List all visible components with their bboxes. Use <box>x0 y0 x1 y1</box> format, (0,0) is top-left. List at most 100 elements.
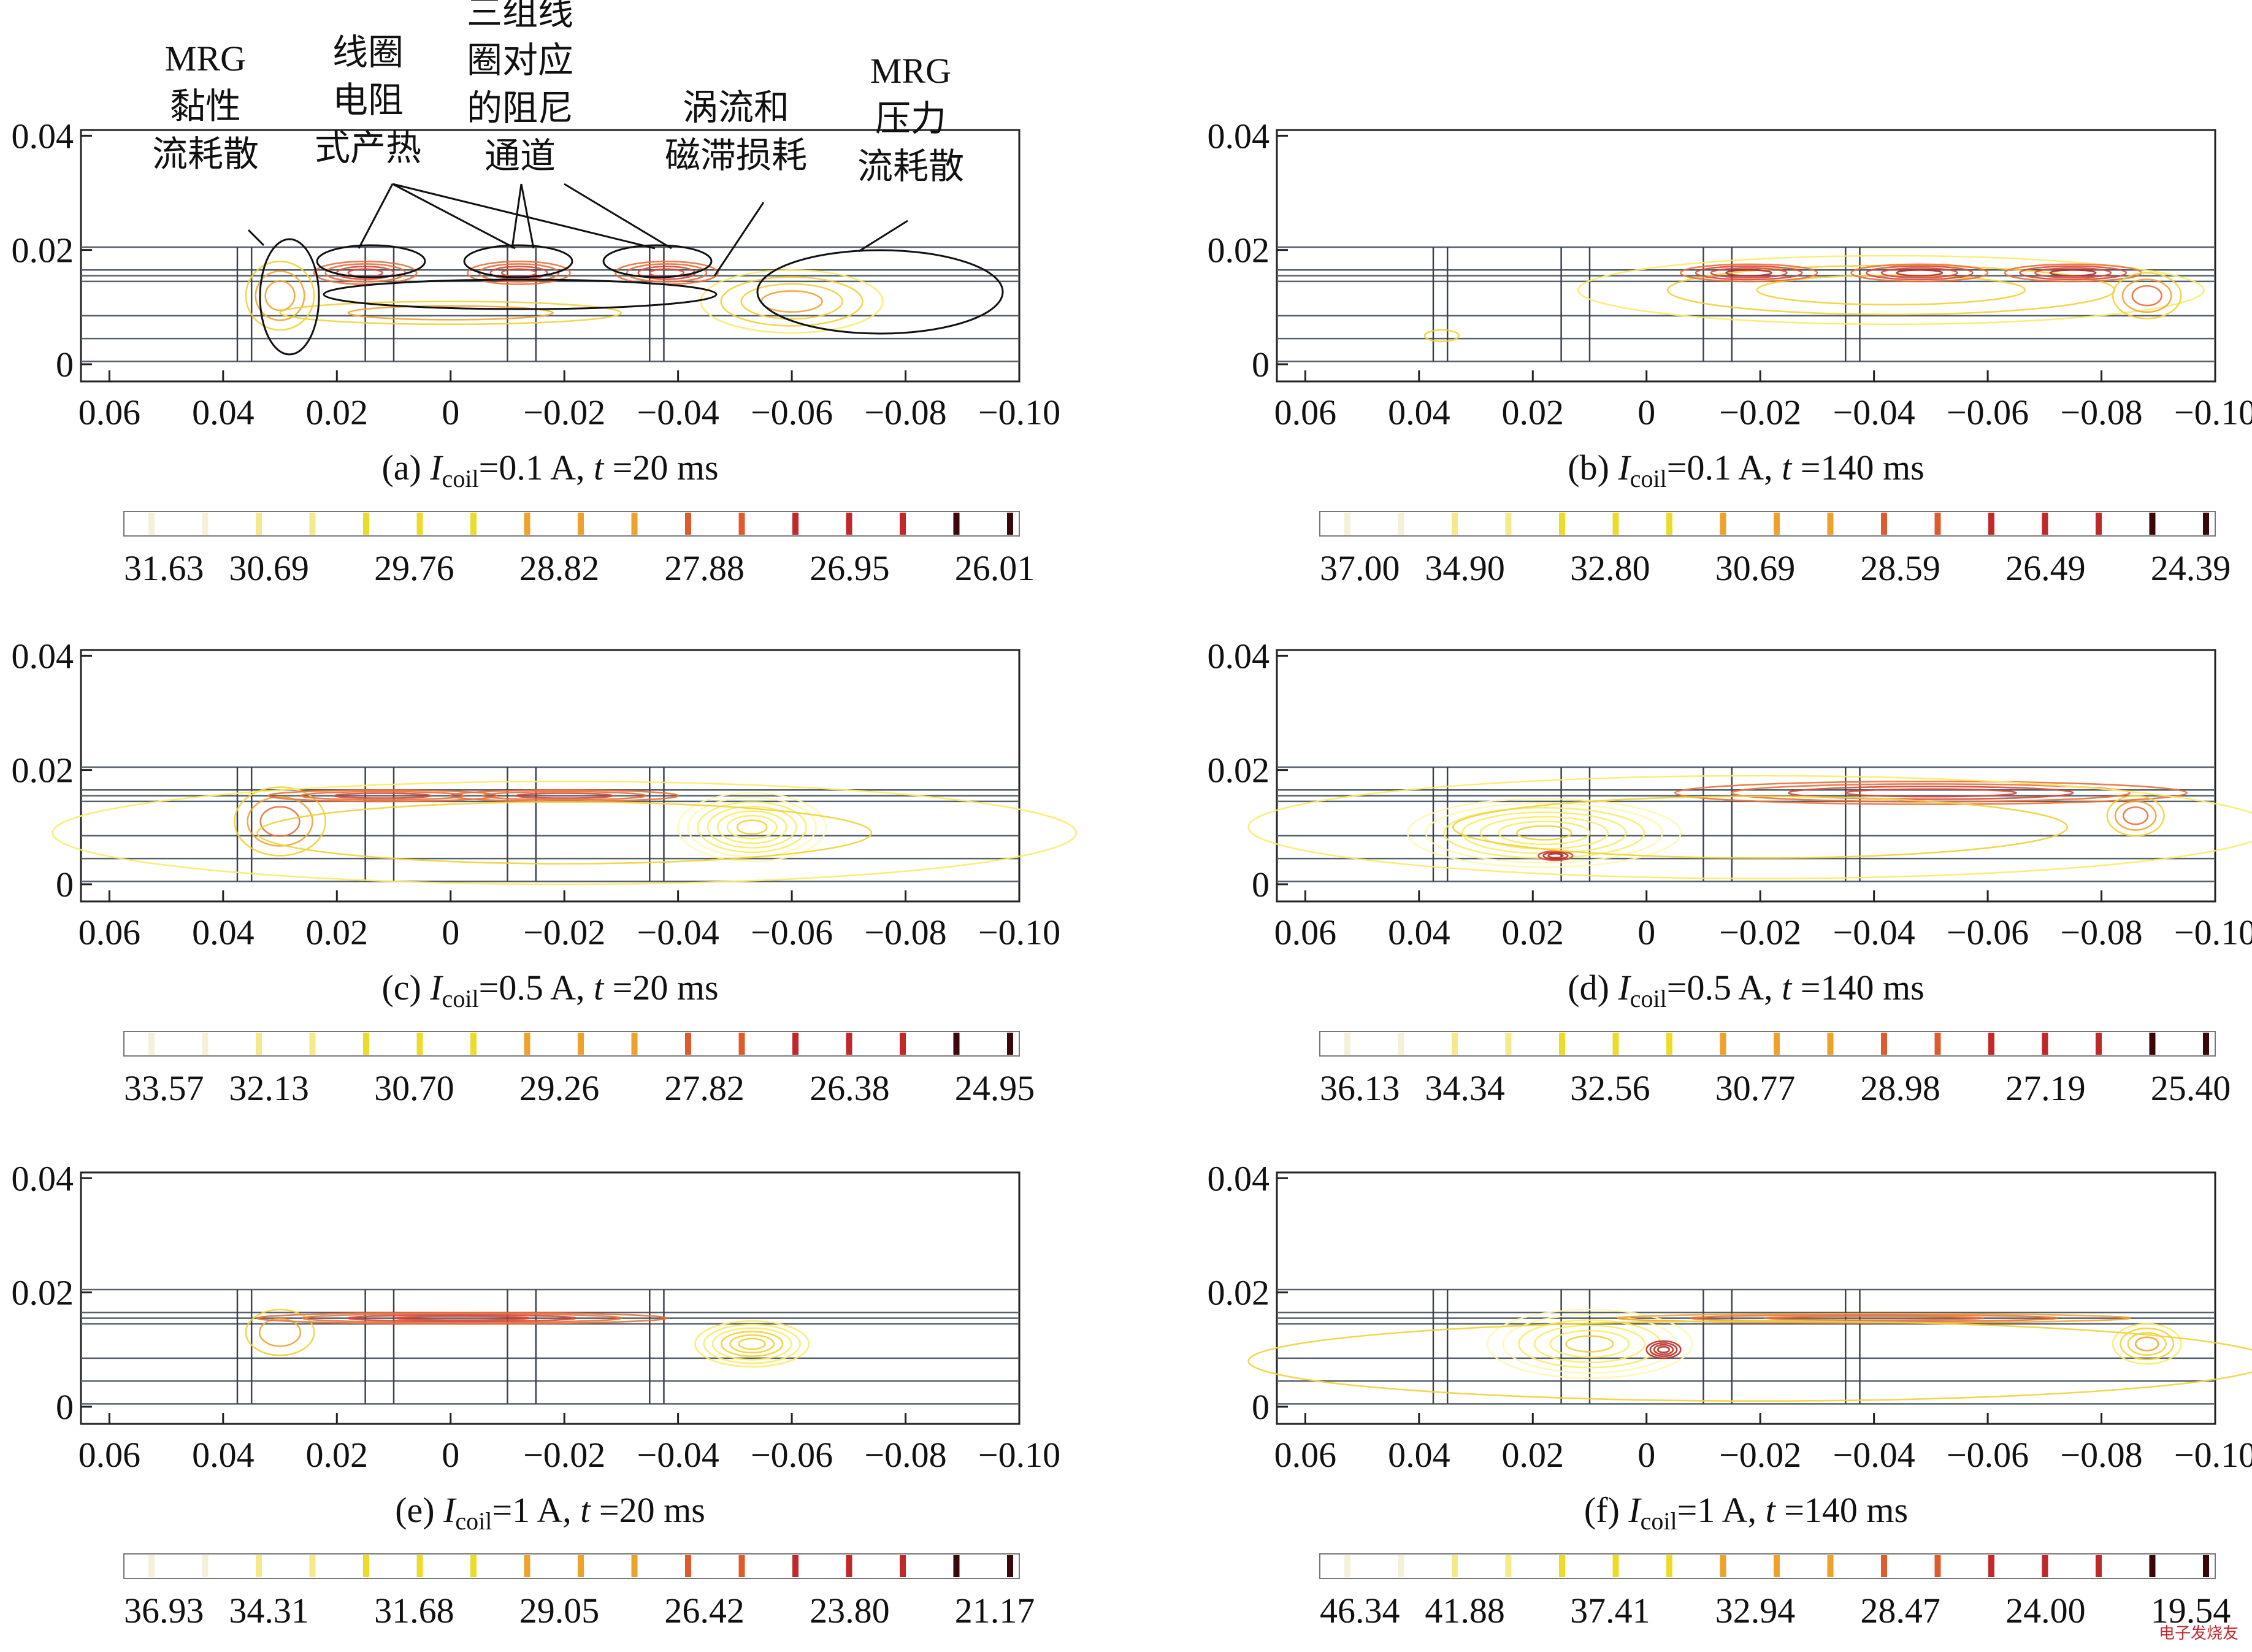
colorbar-swatch <box>2096 1033 2102 1055</box>
panel-caption: (c) Icoil=0.5 A, t =20 ms <box>381 968 718 1012</box>
contour-line <box>700 269 884 334</box>
colorbar-swatch <box>470 513 477 535</box>
plot-frame <box>80 1171 1021 1425</box>
colorbar-swatch <box>738 513 745 535</box>
panel-caption: (e) Icoil=1 A, t =20 ms <box>395 1490 705 1535</box>
contour-line <box>703 1323 801 1364</box>
contour-line <box>1725 269 1773 277</box>
chart-panel-b: 0 0.02 0.04 0.06 0.04 0.02 0 −0.02 −0.04 −0.06 −0.… <box>1208 116 2252 588</box>
callout-ellipse <box>323 278 718 310</box>
colorbar-label: 31.68 <box>374 1591 454 1631</box>
colorbar-swatch <box>1720 1555 1726 1577</box>
y-tick-label: 0 <box>56 345 74 384</box>
colorbar-swatch <box>792 513 799 535</box>
colorbar-swatch <box>2042 1033 2048 1055</box>
colorbar-swatch <box>1559 1555 1565 1577</box>
x-tick-label: 0.06 <box>1274 1435 1337 1475</box>
colorbar-label: 26.01 <box>955 548 1035 588</box>
colorbar-label: 30.70 <box>374 1068 454 1108</box>
colorbar-swatch <box>1988 1033 1994 1055</box>
x-tick-label: 0 <box>442 392 459 432</box>
colorbar-swatch <box>524 513 530 535</box>
colorbar-swatch <box>1559 513 1565 535</box>
x-tick-label: −0.10 <box>2174 912 2252 952</box>
colorbar-swatch <box>900 513 906 535</box>
colorbar-frame <box>1319 1031 2216 1057</box>
colorbar-swatch <box>309 1555 316 1577</box>
x-tick-label: 0 <box>1637 1435 1655 1475</box>
contour-line <box>255 270 305 321</box>
colorbar-frame <box>123 511 1020 537</box>
x-tick-label: −0.02 <box>523 392 605 432</box>
contour-line <box>1538 850 1574 862</box>
panel-caption: (b) Icoil=0.1 A, t =140 ms <box>1568 448 1924 492</box>
colorbar-swatch <box>470 1033 477 1055</box>
colorbar-swatch <box>524 1555 530 1577</box>
colorbar-swatch <box>256 1555 262 1577</box>
contour-line <box>1486 1309 1693 1379</box>
colorbar-swatch <box>900 1033 906 1055</box>
contour-line <box>626 263 708 283</box>
annotation-label: MRG 黏性流耗散 <box>152 39 259 175</box>
contour-line <box>1680 263 1818 283</box>
callout-ellipse <box>756 249 1004 335</box>
colorbar-label: 36.13 <box>1320 1068 1400 1108</box>
annotation-label: MRG 压力流耗散 <box>857 51 964 187</box>
contour-line <box>760 290 823 313</box>
chart-panel-d: 0 0.02 0.04 0.06 0.04 0.02 0 −0.02 −0.04 −0.06 −0.… <box>1208 636 2252 1108</box>
contour-line <box>347 1314 577 1323</box>
x-tick-label: −0.10 <box>978 1435 1060 1475</box>
colorbar-swatch <box>1505 1033 1512 1055</box>
colorbar-swatch <box>1774 513 1780 535</box>
contour-line <box>302 1313 622 1324</box>
leader-line <box>520 183 535 249</box>
plot-frame <box>80 649 1021 903</box>
contour-line <box>729 1334 775 1354</box>
x-tick-label: −0.06 <box>751 912 833 952</box>
colorbar-swatch <box>2149 513 2156 535</box>
colorbar-swatch <box>631 513 638 535</box>
colorbar-swatch <box>578 1033 584 1055</box>
colorbar-swatch <box>256 513 262 535</box>
x-tick-label: −0.08 <box>2060 912 2142 952</box>
contour-line <box>256 1311 668 1325</box>
contour-line <box>515 792 614 799</box>
colorbar-label: 37.00 <box>1320 548 1400 588</box>
contour-line <box>1850 263 1989 283</box>
colorbar-label: 46.34 <box>1320 1591 1400 1631</box>
y-tick-label: 0 <box>1252 1387 1270 1427</box>
colorbar-label: 24.95 <box>955 1068 1035 1108</box>
x-tick-label: −0.08 <box>2060 1435 2142 1475</box>
colorbar-label: 37.41 <box>1570 1591 1650 1631</box>
colorbar-swatch <box>792 1555 799 1577</box>
leader-line <box>247 229 265 247</box>
colorbar-swatch <box>1398 513 1404 535</box>
callout-ellipse <box>259 238 320 356</box>
contour-line <box>1666 264 2116 316</box>
contour-line <box>482 790 646 801</box>
colorbar-swatch <box>1612 513 1619 535</box>
x-tick-label: 0.02 <box>1502 392 1565 432</box>
colorbar-label: 27.82 <box>664 1068 745 1108</box>
x-tick-label: 0.04 <box>192 912 255 952</box>
contour-line <box>2123 806 2149 825</box>
colorbar-swatch <box>148 1033 155 1055</box>
contour-line <box>694 1320 810 1368</box>
x-tick-label: 0.04 <box>192 392 255 432</box>
x-tick-label: 0.06 <box>79 1435 141 1475</box>
chart-panel-a: 0 0.02 0.04 0.06 0.04 0.02 0 −0.02 −0.04 −0.06 −0.… <box>12 116 1061 588</box>
plot-frame <box>1276 1171 2216 1425</box>
colorbar-swatch <box>1934 1033 1941 1055</box>
contour-line <box>1461 811 1627 855</box>
colorbar-label: 28.47 <box>1860 1591 1940 1631</box>
colorbar-swatch <box>953 1033 960 1055</box>
colorbar-label: 29.05 <box>519 1591 600 1631</box>
colorbar-label: 23.80 <box>810 1591 890 1631</box>
colorbar-frame <box>1319 511 2216 537</box>
contour-line <box>1695 265 1803 281</box>
plot-frame <box>1276 649 2216 903</box>
contour-line <box>740 283 843 320</box>
contour-line <box>2114 800 2157 831</box>
colorbar-label: 41.88 <box>1425 1591 1505 1631</box>
colorbar-swatch <box>1988 1555 1994 1577</box>
